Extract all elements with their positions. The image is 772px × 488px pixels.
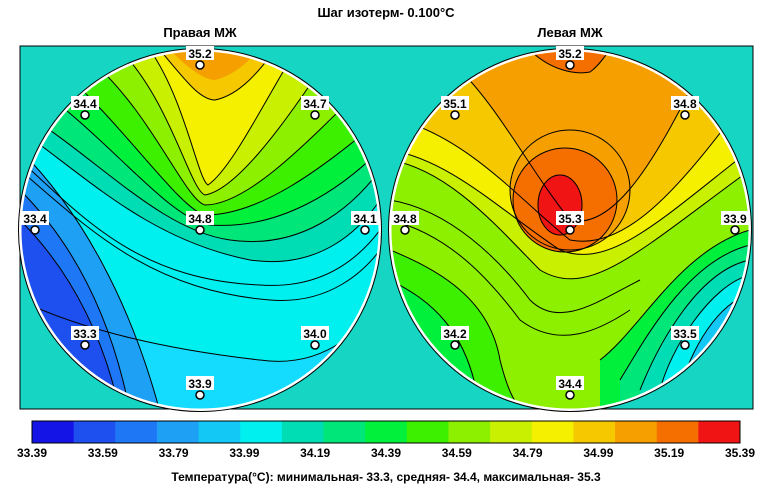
point-label: 33.5 [673, 327, 697, 341]
scale-swatch [656, 421, 699, 443]
point-marker [195, 390, 205, 400]
scale-tick-label: 33.79 [159, 446, 189, 460]
point-marker [450, 110, 460, 120]
point-marker [680, 340, 690, 350]
scale-tick-label: 34.99 [583, 446, 613, 460]
measurement-point-top: 35.2 [556, 46, 584, 70]
measurement-point-center: 35.3 [556, 211, 584, 235]
measurement-point-top: 35.2 [186, 46, 214, 70]
point-label: 34.0 [303, 327, 327, 341]
point-marker [30, 225, 40, 235]
scale-tick-label: 35.39 [725, 446, 755, 460]
point-label: 33.4 [23, 212, 47, 226]
point-marker [730, 225, 740, 235]
measurement-point-bottom: 34.4 [556, 376, 584, 400]
scale-swatch [156, 421, 200, 443]
panel-title-right: Правая МЖ [163, 25, 237, 40]
scale-tick-label: 35.19 [654, 446, 684, 460]
measurement-point-lower-left: 33.3 [71, 326, 99, 350]
point-marker [195, 60, 205, 70]
point-marker [310, 340, 320, 350]
scale-swatch [406, 421, 449, 443]
measurement-point-upper-right: 34.8 [671, 96, 699, 120]
scale-tick-label: 34.19 [300, 446, 330, 460]
point-label: 35.3 [558, 212, 582, 226]
point-marker [565, 225, 575, 235]
scale-swatch [615, 421, 658, 443]
point-marker [310, 110, 320, 120]
measurement-point-center: 34.8 [186, 211, 214, 235]
temperature-stats: Температура(°C): минимальная- 33.3, сред… [171, 470, 601, 484]
point-marker [80, 340, 90, 350]
point-label: 34.8 [673, 97, 697, 111]
scale-swatch [448, 421, 491, 443]
point-label: 35.2 [558, 47, 582, 61]
point-marker [80, 110, 90, 120]
point-marker [565, 390, 575, 400]
measurement-point-bottom: 33.9 [186, 376, 214, 400]
measurement-point-right: 33.9 [721, 211, 749, 235]
measurement-point-lower-left: 34.2 [441, 326, 469, 350]
window-title: Шаг изотерм- 0.100°C [317, 5, 455, 20]
scale-swatch [323, 421, 366, 443]
measurement-point-left: 33.4 [21, 211, 49, 235]
scale-tick-label: 34.79 [513, 446, 543, 460]
point-marker [360, 225, 370, 235]
scale-ticks: 33.39 33.59 33.79 33.99 34.19 34.39 34.59 34.79… [17, 446, 755, 460]
point-marker [565, 60, 575, 70]
points-left: 35.2 35.1 34.8 34.8 35.3 33.9 34.2 33.5 34.4 [391, 46, 749, 400]
measurement-point-left: 34.8 [391, 211, 419, 235]
scale-border [31, 420, 741, 444]
point-label: 34.2 [443, 327, 467, 341]
measurement-point-upper-left: 35.1 [441, 96, 469, 120]
point-label: 33.9 [188, 377, 212, 391]
point-label: 34.8 [188, 212, 212, 226]
point-label: 34.1 [353, 212, 377, 226]
scale-swatch [281, 421, 325, 443]
color-scale [31, 420, 741, 444]
scale-swatch [573, 421, 616, 443]
point-marker [400, 225, 410, 235]
scale-swatch [698, 421, 741, 443]
scale-swatch [115, 421, 158, 443]
panel-title-left: Левая МЖ [537, 25, 602, 40]
scale-swatch [490, 421, 533, 443]
measurement-point-upper-left: 34.4 [71, 96, 99, 120]
scale-swatch [32, 421, 75, 443]
point-label: 33.3 [73, 327, 97, 341]
scale-swatch [73, 421, 116, 443]
point-marker [680, 110, 690, 120]
point-label: 34.4 [558, 377, 582, 391]
scale-swatch [365, 421, 408, 443]
point-label: 35.2 [188, 47, 212, 61]
points-right: 35.2 34.4 34.7 33.4 34.8 34.1 33.3 34.0 33.9 [21, 46, 379, 400]
scale-swatch [240, 421, 283, 443]
scale-swatch [198, 421, 241, 443]
scale-tick-label: 34.39 [371, 446, 401, 460]
measurement-point-lower-right: 33.5 [671, 326, 699, 350]
point-label: 34.4 [73, 97, 97, 111]
scale-tick-label: 33.39 [17, 446, 47, 460]
measurement-point-lower-right: 34.0 [301, 326, 329, 350]
point-label: 34.7 [303, 97, 327, 111]
point-marker [450, 340, 460, 350]
scale-tick-label: 33.59 [88, 446, 118, 460]
scale-tick-label: 34.59 [442, 446, 472, 460]
point-marker [195, 225, 205, 235]
point-label: 34.8 [393, 212, 417, 226]
point-label: 33.9 [723, 212, 747, 226]
scale-swatch [531, 421, 574, 443]
measurement-point-right: 34.1 [351, 211, 379, 235]
measurement-point-upper-right: 34.7 [301, 96, 329, 120]
point-label: 35.1 [443, 97, 467, 111]
scale-tick-label: 33.99 [229, 446, 259, 460]
